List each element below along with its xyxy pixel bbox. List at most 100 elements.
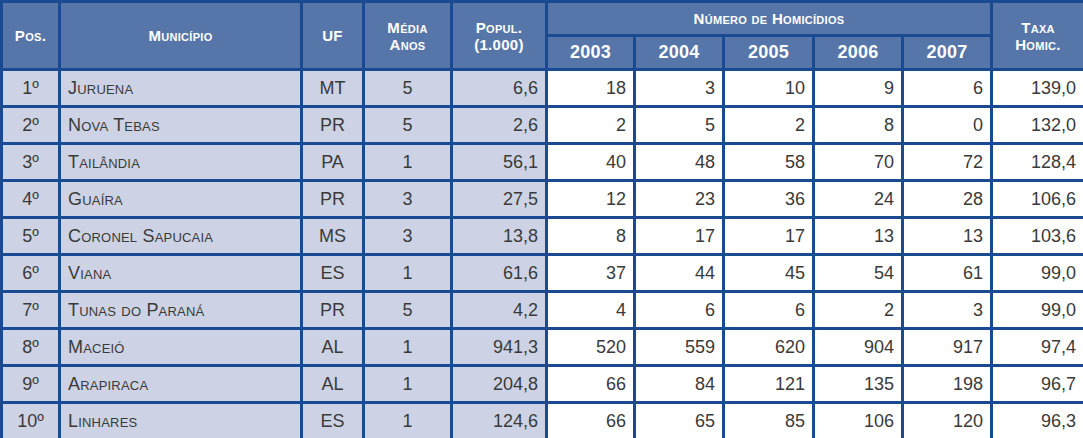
- municipio-cell: Nova Tebas: [60, 107, 302, 144]
- municipio-cell: Guaíra: [60, 181, 302, 218]
- pos-cell: 6º: [2, 255, 60, 292]
- col-header-taxa-line2: Homic.: [993, 36, 1083, 53]
- table-row: 6ºVianaES161,6374445546199,0: [2, 255, 1083, 292]
- homicide-ranking-table: Pos. Município UF Média Anos Popul. (1.0…: [0, 0, 1083, 438]
- homicides-2007-cell: 6: [903, 70, 992, 107]
- homicides-2007-cell: 198: [903, 366, 992, 403]
- homicides-2007-cell: 28: [903, 181, 992, 218]
- taxa-cell: 99,0: [992, 255, 1083, 292]
- media-anos-cell: 5: [364, 70, 452, 107]
- uf-cell: ES: [302, 255, 364, 292]
- table-row: 9ºArapiracaAL1204,8668412113519896,7: [2, 366, 1083, 403]
- municipio-cell: Maceió: [60, 329, 302, 366]
- header-row-top: Pos. Município UF Média Anos Popul. (1.0…: [2, 2, 1083, 36]
- municipio-cell: Coronel Sapucaia: [60, 218, 302, 255]
- municipio-cell: Tunas do Paraná: [60, 292, 302, 329]
- homicides-2006-cell: 24: [814, 181, 903, 218]
- table-body: 1ºJuruenaMT56,61831096139,02ºNova TebasP…: [2, 70, 1083, 438]
- homicides-2004-cell: 23: [635, 181, 724, 218]
- popul-cell: 941,3: [452, 329, 547, 366]
- homicides-2006-cell: 54: [814, 255, 903, 292]
- pos-cell: 8º: [2, 329, 60, 366]
- pos-cell: 7º: [2, 292, 60, 329]
- homicides-2004-cell: 17: [635, 218, 724, 255]
- homicides-2005-cell: 17: [724, 218, 814, 255]
- uf-cell: MS: [302, 218, 364, 255]
- homicides-2006-cell: 135: [814, 366, 903, 403]
- uf-cell: AL: [302, 329, 364, 366]
- homicides-2007-cell: 13: [903, 218, 992, 255]
- homicides-2004-cell: 3: [635, 70, 724, 107]
- homicides-2006-cell: 9: [814, 70, 903, 107]
- homicides-2004-cell: 48: [635, 144, 724, 181]
- pos-cell: 4º: [2, 181, 60, 218]
- popul-cell: 124,6: [452, 403, 547, 438]
- table-row: 3ºTailândiaPA156,14048587072128,4: [2, 144, 1083, 181]
- col-header-popul-line2: (1.000): [453, 36, 545, 53]
- taxa-cell: 139,0: [992, 70, 1083, 107]
- table-row: 5ºCoronel SapucaiaMS313,8817171313103,6: [2, 218, 1083, 255]
- uf-cell: PR: [302, 107, 364, 144]
- media-anos-cell: 3: [364, 181, 452, 218]
- media-anos-cell: 1: [364, 329, 452, 366]
- col-header-taxa-line1: Taxa: [993, 19, 1083, 36]
- col-header-media-anos: Média Anos: [364, 2, 452, 70]
- homicides-2007-cell: 61: [903, 255, 992, 292]
- pos-cell: 1º: [2, 70, 60, 107]
- col-header-year-2006: 2006: [814, 36, 903, 70]
- col-header-pos: Pos.: [2, 2, 60, 70]
- col-header-year-2003: 2003: [547, 36, 635, 70]
- homicides-2005-cell: 6: [724, 292, 814, 329]
- uf-cell: ES: [302, 403, 364, 438]
- homicides-2006-cell: 106: [814, 403, 903, 438]
- uf-cell: PR: [302, 181, 364, 218]
- homicides-2003-cell: 40: [547, 144, 635, 181]
- taxa-cell: 99,0: [992, 292, 1083, 329]
- homicides-2004-cell: 65: [635, 403, 724, 438]
- col-header-media-anos-line2: Anos: [365, 36, 450, 53]
- media-anos-cell: 1: [364, 366, 452, 403]
- table-row: 8ºMaceióAL1941,352055962090491797,4: [2, 329, 1083, 366]
- media-anos-cell: 3: [364, 218, 452, 255]
- pos-cell: 3º: [2, 144, 60, 181]
- table-header: Pos. Município UF Média Anos Popul. (1.0…: [2, 2, 1083, 70]
- uf-cell: MT: [302, 70, 364, 107]
- homicides-2005-cell: 85: [724, 403, 814, 438]
- homicides-2003-cell: 18: [547, 70, 635, 107]
- table-row: 2ºNova TebasPR52,625280132,0: [2, 107, 1083, 144]
- uf-cell: PR: [302, 292, 364, 329]
- taxa-cell: 103,6: [992, 218, 1083, 255]
- col-header-uf: UF: [302, 2, 364, 70]
- homicides-2005-cell: 58: [724, 144, 814, 181]
- homicides-2005-cell: 36: [724, 181, 814, 218]
- popul-cell: 13,8: [452, 218, 547, 255]
- taxa-cell: 96,7: [992, 366, 1083, 403]
- col-header-popul: Popul. (1.000): [452, 2, 547, 70]
- homicides-2004-cell: 5: [635, 107, 724, 144]
- homicides-2003-cell: 520: [547, 329, 635, 366]
- taxa-cell: 132,0: [992, 107, 1083, 144]
- table-row: 10ºLinharesES1124,666658510612096,3: [2, 403, 1083, 438]
- homicides-2003-cell: 66: [547, 366, 635, 403]
- table-row: 7ºTunas do ParanáPR54,24662399,0: [2, 292, 1083, 329]
- media-anos-cell: 1: [364, 144, 452, 181]
- popul-cell: 27,5: [452, 181, 547, 218]
- taxa-cell: 106,6: [992, 181, 1083, 218]
- col-header-popul-line1: Popul.: [453, 19, 545, 36]
- homicides-2005-cell: 620: [724, 329, 814, 366]
- taxa-cell: 96,3: [992, 403, 1083, 438]
- municipio-cell: Linhares: [60, 403, 302, 438]
- homicides-2006-cell: 8: [814, 107, 903, 144]
- homicides-2003-cell: 4: [547, 292, 635, 329]
- homicides-2003-cell: 12: [547, 181, 635, 218]
- homicides-2007-cell: 0: [903, 107, 992, 144]
- homicides-2007-cell: 3: [903, 292, 992, 329]
- col-header-year-2004: 2004: [635, 36, 724, 70]
- homicides-2005-cell: 10: [724, 70, 814, 107]
- homicides-2004-cell: 559: [635, 329, 724, 366]
- table-row: 1ºJuruenaMT56,61831096139,0: [2, 70, 1083, 107]
- media-anos-cell: 5: [364, 292, 452, 329]
- pos-cell: 9º: [2, 366, 60, 403]
- col-header-year-2005: 2005: [724, 36, 814, 70]
- col-header-year-2007: 2007: [903, 36, 992, 70]
